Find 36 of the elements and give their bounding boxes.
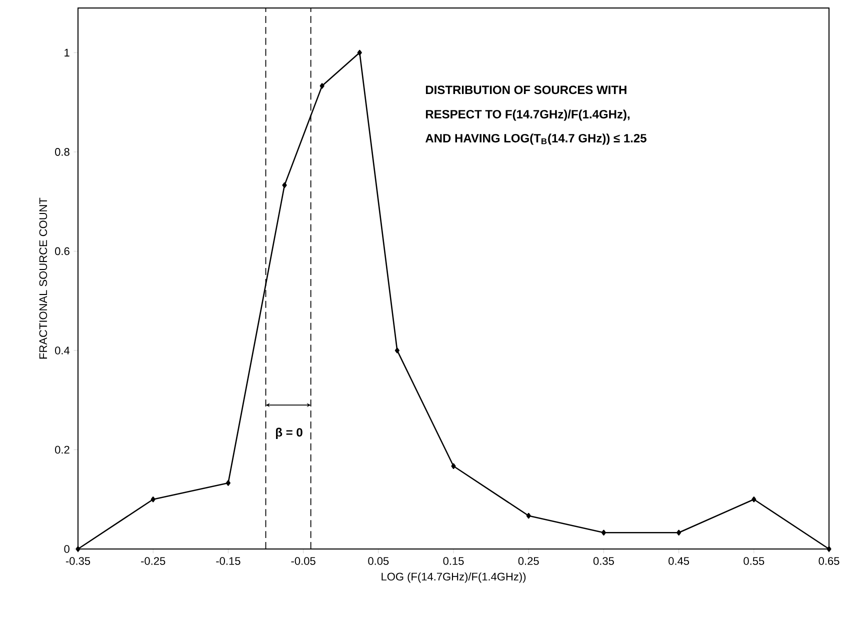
point — [526, 512, 531, 519]
x-tick-label: 0.35 — [593, 557, 614, 565]
y-tick-label: 0.2 — [55, 446, 70, 454]
y-tick-label: 0.8 — [55, 148, 70, 156]
point — [226, 480, 230, 486]
point — [76, 546, 80, 552]
annotation: RESPECT TO F(14.7GHz)/F(1.4GHz), — [426, 110, 630, 121]
x-axis-title: LOG (F(14.7GHz)/F(1.4GHz)) — [382, 572, 526, 583]
y-axis-title: FRACTIONAL SOURCE COUNT — [39, 198, 48, 359]
x-tick-label: -0.35 — [66, 557, 90, 565]
y-tick-label: 1 — [64, 48, 70, 56]
y-tick-label: 0.6 — [55, 247, 70, 256]
point — [451, 463, 456, 469]
point — [357, 50, 362, 56]
y-tick-label: 0.4 — [55, 346, 70, 354]
x-tick-label: 0.15 — [443, 557, 464, 565]
point — [752, 496, 756, 502]
x-tick-label: -0.15 — [216, 557, 240, 565]
annotation: β = 0 — [276, 428, 302, 439]
x-tick-label: -0.25 — [141, 557, 166, 565]
point — [676, 530, 682, 536]
point — [282, 182, 287, 188]
point — [826, 546, 832, 552]
x-tick-label: 0.25 — [518, 557, 539, 565]
x-tick-label: -0.05 — [291, 557, 316, 565]
x-tick-label: 0.05 — [368, 557, 389, 565]
annotation: DISTRIBUTION OF SOURCES WITH — [426, 86, 626, 94]
point — [394, 348, 400, 354]
point — [601, 530, 606, 536]
annotation: AND HAVING LOG(T$_{B}$(14.7 GHz)) ≤ 1.25 — [425, 134, 646, 145]
point — [150, 496, 156, 502]
x-tick-label: 0.65 — [818, 557, 840, 565]
y-tick-label: 0 — [64, 545, 70, 553]
x-tick-label: 0.55 — [744, 557, 764, 565]
point — [320, 83, 324, 89]
x-tick-label: 0.45 — [668, 557, 690, 565]
